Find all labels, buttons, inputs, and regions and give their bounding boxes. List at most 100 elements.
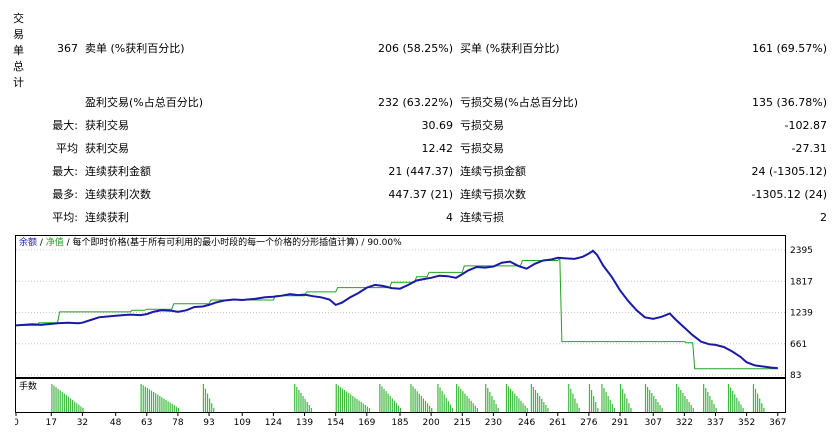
- volume-bar: [213, 408, 215, 412]
- profit-trades-label: 盈利交易(%占总百分比): [85, 96, 204, 109]
- volume-bar: [588, 384, 591, 412]
- volume-bar: [543, 402, 545, 412]
- volume-bar: [466, 396, 468, 412]
- volume-bar: [487, 388, 489, 412]
- volume-bar: [385, 391, 387, 412]
- volume-bar: [161, 397, 163, 412]
- row-prefix: 最大:: [52, 119, 78, 132]
- x-tick-label: 93: [203, 418, 214, 428]
- volume-bar: [177, 408, 180, 412]
- volume-bar: [424, 400, 427, 412]
- x-tick-label: 48: [110, 418, 122, 428]
- volume-bar: [171, 404, 173, 412]
- volume-bar: [530, 384, 532, 412]
- volume-bar: [703, 384, 705, 412]
- volume-bar: [578, 408, 580, 412]
- volume-bar: [597, 408, 599, 412]
- volume-bar: [688, 402, 690, 412]
- x-tick-label: 246: [518, 418, 535, 428]
- volume-bar: [57, 388, 59, 412]
- row-prefix: 最多:: [52, 188, 78, 201]
- volume-bar: [144, 386, 146, 412]
- total-trades-value: 367: [57, 42, 78, 55]
- x-tick-label: 17: [46, 418, 57, 428]
- volume-bar: [354, 397, 356, 412]
- volume-bar: [296, 387, 298, 412]
- side-label-char: 计: [13, 76, 24, 89]
- volume-label: 手数: [19, 380, 37, 392]
- volume-bar: [464, 393, 466, 412]
- x-tick-label: 200: [423, 418, 440, 428]
- volume-bar: [485, 384, 487, 412]
- volume-bar: [468, 398, 470, 412]
- volume-bar: [657, 402, 659, 412]
- volume-bar: [368, 408, 371, 412]
- x-tick-label: 322: [676, 418, 693, 428]
- row-left-label: 获利交易: [85, 119, 129, 132]
- volume-bar: [647, 387, 649, 412]
- x-tick-label: 109: [234, 418, 251, 428]
- row-right-value: 2: [820, 211, 827, 224]
- balance-line: [15, 249, 778, 370]
- row-right-value: -102.87: [784, 119, 827, 132]
- volume-bar: [489, 392, 491, 412]
- y-tick-label: 1239: [790, 309, 813, 319]
- row-left-value: 21 (447.37): [388, 165, 453, 178]
- volume-bar: [360, 402, 362, 412]
- row-left-label: 连续获利: [85, 211, 129, 224]
- volume-bar: [626, 398, 628, 412]
- volume-bar: [574, 398, 576, 412]
- volume-bar: [761, 403, 763, 412]
- row-right-label: 连续亏损次数: [460, 188, 526, 201]
- side-label-char: 交: [13, 12, 24, 25]
- row-prefix: 平均:: [52, 211, 78, 224]
- volume-bar: [692, 408, 694, 412]
- volume-bar: [389, 396, 391, 412]
- legend-separator: /: [37, 238, 46, 248]
- volume-bar: [476, 408, 478, 412]
- volume-bar: [644, 384, 647, 412]
- volume-bar: [545, 405, 547, 412]
- volume-bar: [202, 384, 205, 412]
- volume-bar: [51, 384, 53, 412]
- volume-bar: [686, 399, 688, 412]
- volume-bar: [167, 401, 169, 412]
- volume-bar: [335, 384, 337, 412]
- volume-bar: [754, 388, 757, 412]
- volume-bar: [736, 397, 738, 412]
- volume-bar: [53, 385, 55, 412]
- y-tick-label: 661: [790, 340, 807, 350]
- volume-bar: [510, 388, 512, 412]
- x-tick-label: 0: [15, 418, 19, 428]
- volume-bar: [302, 396, 304, 412]
- volume-bar: [67, 396, 70, 412]
- volume-bar: [678, 387, 680, 412]
- volume-bar: [495, 404, 497, 412]
- volume-bar: [611, 404, 613, 412]
- volume-bar: [379, 384, 381, 412]
- volume-bar: [61, 392, 63, 412]
- row-right-label: 连续亏损: [460, 211, 504, 224]
- volume-bar: [381, 386, 383, 412]
- row-left-value: 447.37 (21): [388, 188, 453, 201]
- volume-bar: [474, 405, 476, 412]
- volume-bar: [65, 395, 68, 412]
- y-tick-label: 83: [790, 371, 801, 378]
- volume-bar: [742, 408, 744, 412]
- row-right-label: 亏损交易: [460, 142, 504, 155]
- volume-bar: [78, 404, 80, 412]
- volume-bar: [364, 405, 366, 412]
- volume-bar: [163, 398, 165, 412]
- x-tick-label: 352: [738, 418, 755, 428]
- side-label-char: 易: [13, 28, 24, 41]
- y-tick-label: 1817: [790, 277, 813, 287]
- volume-bar: [146, 388, 148, 412]
- volume-bar: [165, 400, 167, 412]
- loss-trades-label: 亏损交易(%占总百分比): [460, 96, 579, 109]
- volume-bar: [534, 390, 537, 412]
- x-tick-label: 276: [580, 418, 597, 428]
- volume-bar: [306, 402, 308, 412]
- volume-bar: [175, 406, 178, 412]
- volume-bar: [682, 393, 684, 412]
- volume-chart: 手数 0 17 32 48 63 78 93 109 124 139 154 169 185 200 215…: [15, 378, 786, 428]
